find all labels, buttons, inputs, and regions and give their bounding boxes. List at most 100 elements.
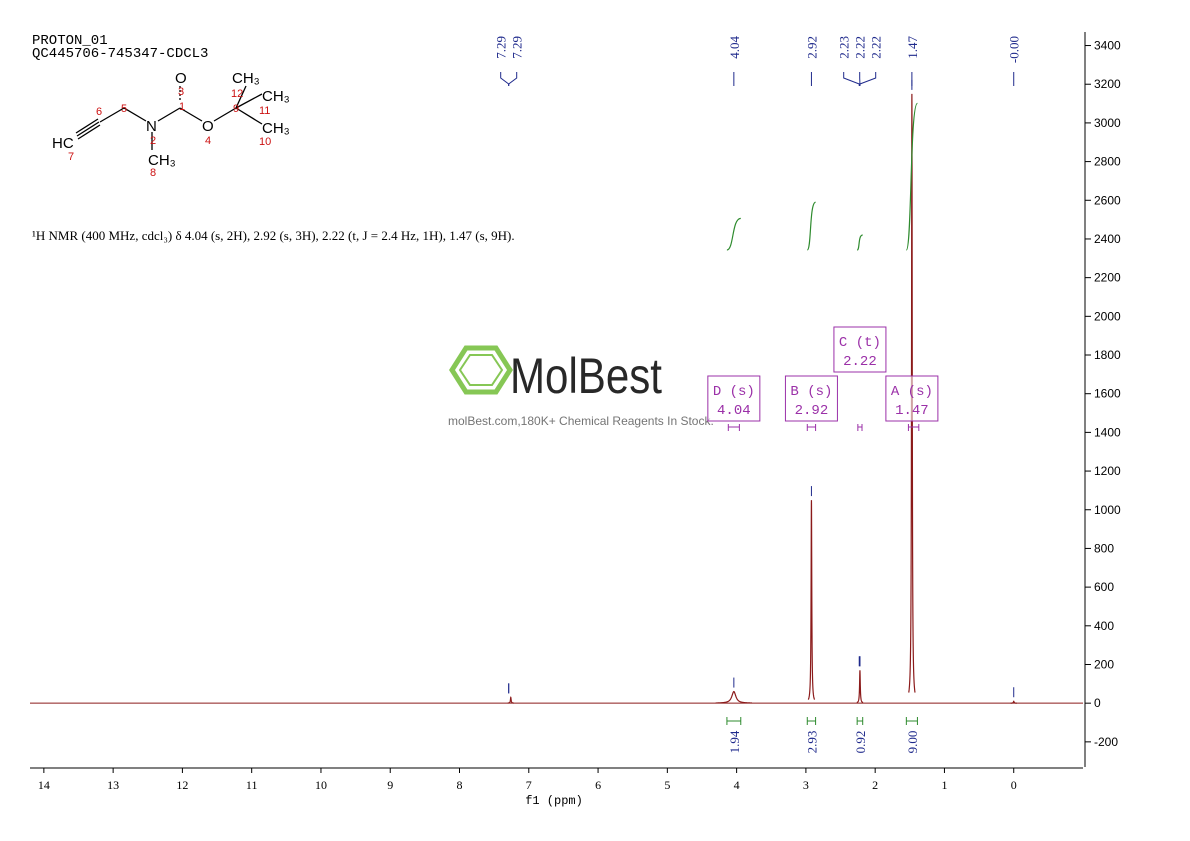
y-tick-label: 0 <box>1094 696 1101 710</box>
integral-curve <box>726 217 742 251</box>
atom-label: CH₃ <box>262 88 290 105</box>
x-tick-label: 10 <box>315 778 327 792</box>
watermark-brand: MolBest <box>510 348 662 404</box>
nmr-description: ¹H NMR (400 MHz, cdcl₃) δ 4.04 (s, 2H), … <box>32 228 515 243</box>
atom-number: 6 <box>96 106 102 118</box>
y-tick-label: 1400 <box>1094 425 1121 439</box>
x-tick-label: 6 <box>595 778 601 792</box>
atom-number: 7 <box>68 151 74 163</box>
y-tick-label: 600 <box>1094 580 1114 594</box>
atom-number: 9 <box>233 103 239 115</box>
atom-label: O <box>175 70 187 87</box>
atom-label: HC <box>52 135 74 152</box>
multiplet-box <box>784 375 838 422</box>
multiplet-range <box>907 424 920 431</box>
atom-number: 12 <box>231 88 243 100</box>
y-tick-label: 800 <box>1094 541 1114 555</box>
multiplet-box <box>885 375 939 422</box>
x-tick-label: 4 <box>734 778 740 792</box>
multiplet-name: B (s) <box>790 384 832 400</box>
x-tick-label: 1 <box>941 778 947 792</box>
x-tick-label: 12 <box>176 778 188 792</box>
peak-pick-label: 7.29 <box>510 36 525 59</box>
integral-bracket <box>726 717 742 725</box>
atom-number: 8 <box>150 167 156 179</box>
sample-id: QC445706-745347-CDCL3 <box>32 46 208 62</box>
peak-pick-connector <box>508 72 518 86</box>
peak-pick-label: 4.04 <box>727 36 742 59</box>
spectrum-title: PROTON_01 <box>32 33 108 49</box>
integral-label: 2.93 <box>804 731 819 754</box>
y-tick-label: 2600 <box>1094 193 1121 207</box>
multiplet-shift: 2.92 <box>795 403 829 419</box>
atom-number: 2 <box>150 135 156 147</box>
atom-number: 11 <box>259 105 270 117</box>
peak-pick-connector <box>843 72 860 86</box>
y-tick-label: 2400 <box>1094 232 1121 246</box>
peak <box>507 696 514 704</box>
x-tick-label: 14 <box>38 778 50 792</box>
y-tick-label: 1600 <box>1094 387 1121 401</box>
integral-label: 1.94 <box>727 730 742 753</box>
multiplet-range <box>857 424 863 431</box>
multiplet-name: D (s) <box>713 384 755 400</box>
peak-pick-label: 2.22 <box>853 36 868 59</box>
integral-curve <box>806 201 817 251</box>
peak <box>1010 700 1017 704</box>
y-tick-label: 3200 <box>1094 77 1121 91</box>
atom-number: 3 <box>178 86 184 98</box>
x-tick-label: 8 <box>457 778 463 792</box>
multiplet-shift: 2.22 <box>843 354 877 370</box>
y-tick-label: 1200 <box>1094 464 1121 478</box>
atom-label: N <box>146 118 157 135</box>
x-tick-label: 13 <box>107 778 119 792</box>
x-tick-label: 11 <box>246 778 258 792</box>
x-tick-label: 5 <box>664 778 670 792</box>
peak-pick-label: 2.23 <box>837 36 852 59</box>
integral-label: 0.92 <box>853 731 868 754</box>
atom-label: CH₃ <box>148 152 176 169</box>
integral-bracket <box>856 717 864 725</box>
atom-label: CH₃ <box>262 120 290 137</box>
peak-pick-label: 1.47 <box>905 36 920 59</box>
x-tick-label: 9 <box>387 778 393 792</box>
peak-pick-label: 7.29 <box>494 36 509 59</box>
y-tick-label: 2200 <box>1094 271 1121 285</box>
atom-number: 4 <box>205 135 211 147</box>
y-tick-label: -200 <box>1094 735 1118 749</box>
watermark: MolBest molBest.com,180K+ Chemical Reage… <box>448 345 714 428</box>
y-tick-label: 2000 <box>1094 309 1121 323</box>
multiplet-box <box>833 326 887 373</box>
peak <box>908 93 916 693</box>
atom-label: CH₃ <box>232 70 260 87</box>
x-tick-label: 3 <box>803 778 809 792</box>
atom-number: 10 <box>259 136 271 148</box>
multiplet-name: C (t) <box>839 335 881 351</box>
integral-curve <box>905 102 919 251</box>
y-tick-label: 2800 <box>1094 155 1121 169</box>
peak <box>807 500 816 700</box>
peak <box>715 690 753 704</box>
peak-pick-label: 2.22 <box>869 36 884 59</box>
y-tick-label: 1800 <box>1094 348 1121 362</box>
y-tick-label: 3400 <box>1094 39 1121 53</box>
peak-pick-label: 2.92 <box>804 36 819 59</box>
atom-number: 1 <box>179 101 185 113</box>
integral-curve <box>856 234 863 251</box>
y-tick-label: 1000 <box>1094 503 1121 517</box>
x-tick-label: 2 <box>872 778 878 792</box>
x-tick-label: 0 <box>1011 778 1017 792</box>
structure <box>75 85 263 150</box>
multiplet-name: A (s) <box>891 384 933 400</box>
peak <box>856 670 864 704</box>
x-axis-label: f1 (ppm) <box>525 794 583 808</box>
peak-pick-connector <box>859 72 877 86</box>
multiplet-shift: 1.47 <box>895 403 929 419</box>
multiplet-range <box>806 424 817 431</box>
integral-bracket <box>806 717 817 725</box>
y-tick-label: 3000 <box>1094 116 1121 130</box>
peak-pick-label: -0.00 <box>1007 36 1022 63</box>
y-tick-label: 200 <box>1094 657 1114 671</box>
atom-label: O <box>202 118 214 135</box>
